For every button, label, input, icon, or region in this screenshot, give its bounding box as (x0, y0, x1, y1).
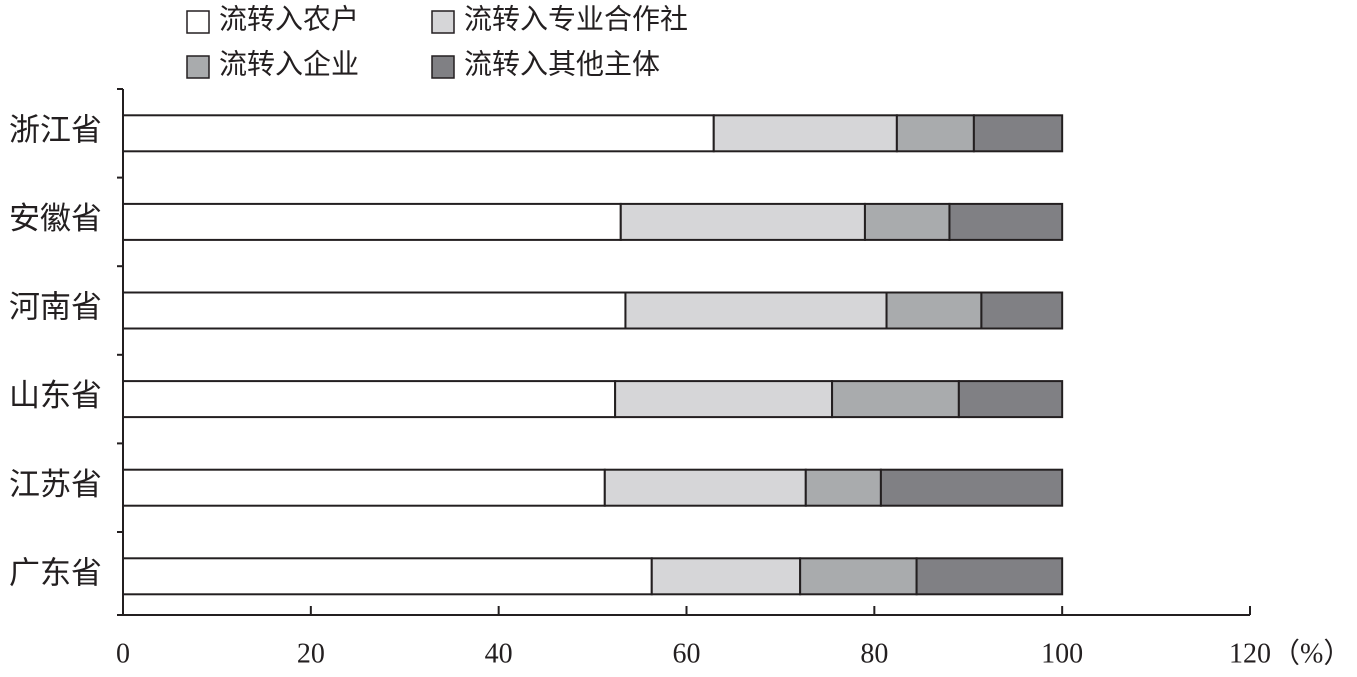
bar-segment (957, 380, 1064, 419)
bar-segment (948, 202, 1064, 241)
bar-segment (863, 202, 951, 241)
x-axis-label: （%） (1272, 637, 1351, 669)
legend-swatch (431, 55, 455, 79)
y-tick-label: 山东省 (9, 378, 102, 413)
x-tick-label: 100 (1041, 638, 1083, 669)
bar-segment (885, 291, 983, 330)
bar-segment (122, 202, 622, 241)
bar-segment (122, 380, 617, 419)
legend-label: 流转入其他主体 (464, 48, 660, 80)
bar-segment (895, 114, 975, 153)
bar-segment (122, 557, 653, 596)
x-tick-label: 20 (297, 638, 325, 669)
x-tick-label: 40 (485, 638, 513, 669)
x-tick-label: 0 (116, 638, 130, 669)
y-tick-label: 浙江省 (9, 112, 102, 147)
bar-segment (122, 291, 627, 330)
bar-segment (603, 468, 807, 507)
legend-label: 流转入企业 (219, 48, 359, 80)
y-tick-label: 河南省 (9, 290, 102, 325)
bar-segment (122, 468, 606, 507)
y-tick-label: 安徽省 (9, 201, 102, 236)
y-tick-label: 广东省 (9, 555, 102, 590)
bar-segment (122, 114, 715, 153)
bar-segment (624, 291, 888, 330)
bar-segment (804, 468, 882, 507)
legend-label: 流转入专业合作社 (464, 3, 688, 35)
legend-swatch (431, 10, 455, 34)
y-tick-label: 江苏省 (9, 467, 102, 502)
bar-segment (799, 557, 918, 596)
x-tick-label: 120 (1229, 638, 1271, 669)
bar-segment (972, 114, 1064, 153)
bar-segment (614, 380, 834, 419)
bar-segment (712, 114, 898, 153)
bar-segment (619, 202, 866, 241)
bar-segment (879, 468, 1064, 507)
x-tick-label: 80 (860, 638, 888, 669)
bar-segment (980, 291, 1064, 330)
legend-swatch (186, 10, 210, 34)
legend-swatch (186, 55, 210, 79)
bar-segment (650, 557, 802, 596)
bar-segment (915, 557, 1064, 596)
x-tick-label: 60 (673, 638, 701, 669)
bar-segment (831, 380, 960, 419)
legend-label: 流转入农户 (219, 3, 359, 35)
